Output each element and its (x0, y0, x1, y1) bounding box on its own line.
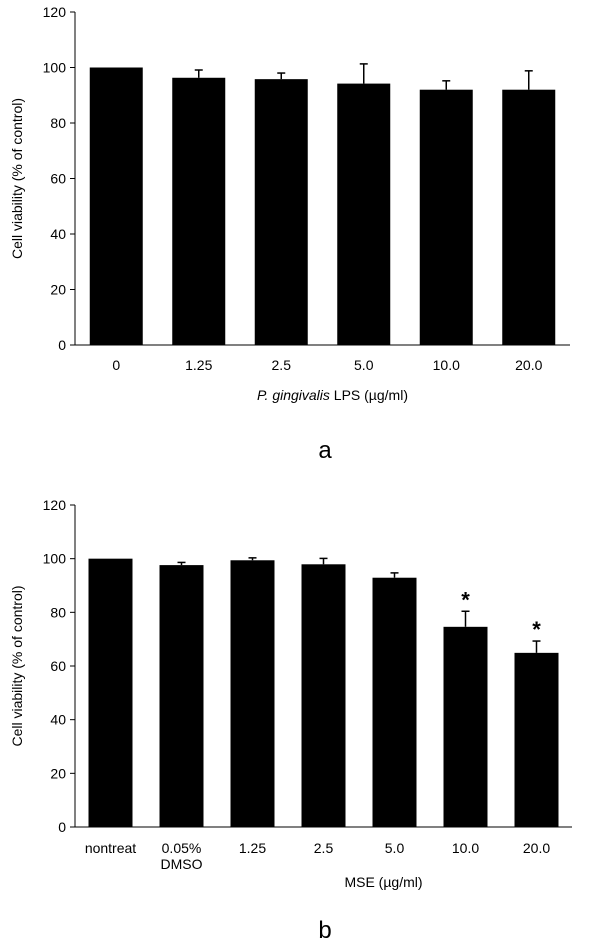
y-tick-label: 40 (50, 712, 66, 728)
y-tick-label: 80 (50, 115, 66, 131)
bar (443, 626, 488, 827)
bar (159, 565, 204, 827)
chart-panel-b: 0 20 40 60 80 100 120 Cell viability (% of cont… (9, 497, 572, 944)
x-tick-label: 0 (112, 357, 120, 373)
y-tick-label: 0 (58, 337, 66, 353)
bar (372, 577, 417, 827)
x-tick-label: DMSO (161, 856, 203, 872)
panel-label: a (318, 437, 332, 464)
x-axis-label: P. gingivalis LPS (µg/ml) (257, 387, 408, 403)
y-tick-label: 40 (50, 226, 66, 242)
y-tick-label: 0 (58, 819, 66, 835)
y-tick-label: 80 (50, 604, 66, 620)
y-tick-label: 60 (50, 658, 66, 674)
bar (230, 560, 275, 827)
y-tick-label: 120 (43, 497, 67, 513)
significance-marker: * (532, 617, 541, 642)
y-tick-label: 20 (50, 765, 66, 781)
x-tick-label: 2.5 (272, 357, 292, 373)
x-tick-label: 2.5 (314, 840, 334, 856)
x-tick-label: 20.0 (523, 840, 550, 856)
y-tick-label: 100 (43, 551, 67, 567)
significance-marker: * (461, 587, 470, 612)
y-axis-label: Cell viability (% of control) (9, 98, 25, 259)
x-tick-label: 0.05% (162, 840, 202, 856)
x-axis-label: MSE (µg/ml) (344, 874, 422, 890)
bar (419, 89, 473, 345)
bar (254, 79, 308, 345)
x-tick-label: 1.25 (239, 840, 266, 856)
x-tick-label: 5.0 (385, 840, 405, 856)
y-tick-label: 60 (50, 171, 66, 187)
chart-panel-a: 0 20 40 60 80 100 120 Cell viability (% of cont… (9, 4, 570, 464)
x-tick-label: 5.0 (354, 357, 374, 373)
x-tick-label: 1.25 (185, 357, 212, 373)
x-tick-label: 20.0 (515, 357, 542, 373)
x-tick-label: 10.0 (452, 840, 479, 856)
panel-label: b (318, 917, 331, 944)
y-tick-label: 120 (43, 4, 67, 20)
y-tick-label: 100 (43, 60, 67, 76)
y-axis-label: Cell viability (% of control) (9, 585, 25, 746)
y-tick-label: 20 (50, 282, 66, 298)
x-tick-label: nontreat (85, 840, 136, 856)
bar (88, 558, 133, 827)
bar (514, 652, 559, 827)
bar (89, 67, 143, 345)
bar (337, 83, 391, 345)
x-tick-label: 10.0 (433, 357, 460, 373)
bar (502, 89, 556, 345)
bar (301, 564, 346, 827)
bar (172, 77, 226, 345)
